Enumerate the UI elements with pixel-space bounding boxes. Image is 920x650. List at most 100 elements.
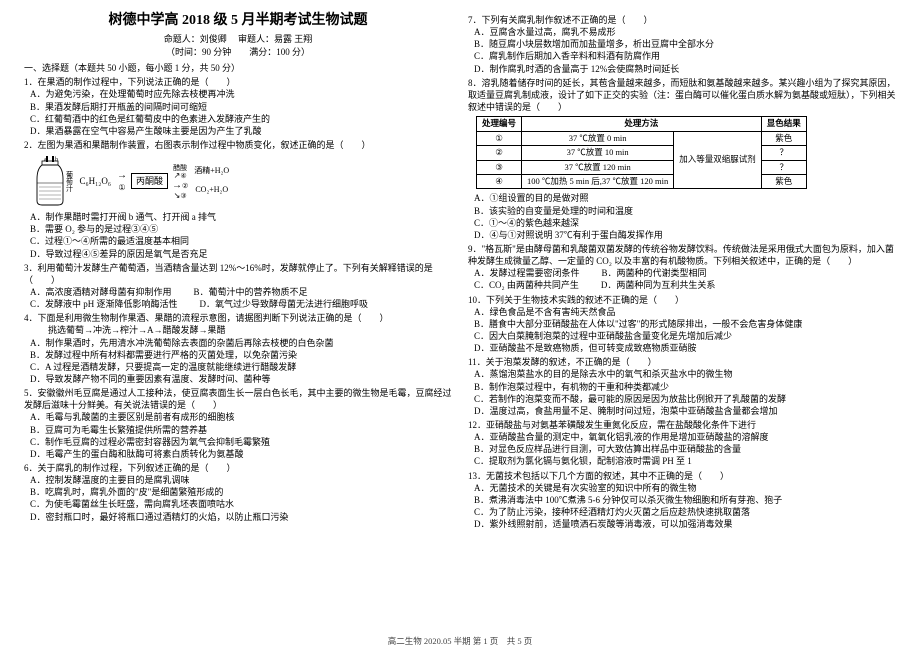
q5-b: B．豆腐可为毛霉生长繁殖提供所需的营养基 (30, 424, 452, 436)
q4-c: C．A 过程是酒精发酵，只要提高一定的温度就能继续进行醋酸发酵 (30, 361, 452, 373)
q10-b: B．膳食中大部分亚硝酸盐在人体以"过客"的形式随尿排出，一般不会危害身体健康 (474, 318, 896, 330)
q5-a: A．毛霉与乳酸菌的主要区别是前者有成形的细胞核 (30, 411, 452, 423)
q11-c: C．若制作的泡菜变而不酸，最可能的原因是因为放盐比例掀开了乳酸菌的发酵 (474, 393, 896, 405)
q2-a: A．制作果醋时需打开阀 b 通气、打开阀 a 排气 (30, 211, 452, 223)
q13-c: C．为了防止污染，接种环经酒精灯灼火灭菌之后应趁热快速挑取菌落 (474, 506, 896, 518)
q6-c: C．为使毛霉菌丝生长旺盛，需向腐乳坯表面喷咕水 (30, 498, 452, 510)
q13-d: D．紫外线照射前，适量喷洒石炭酸等消毒液，可以加强消毒效果 (474, 518, 896, 530)
r2c3: ？ (761, 146, 806, 160)
q11-a: A．蒸馏泡菜盐水的目的是除去水中的氧气和杀灭盐水中的微生物 (474, 368, 896, 380)
chem-flow: C₆H₁₂O₆ → ① 丙酮酸 醋酸 ↗④ →② ↘③ 酒精+H₂O CO₂+H… (77, 164, 231, 199)
ethanol: 酒精+H₂O (192, 166, 231, 177)
q7: 7．下列有关腐乳制作叙述不正确的是（ ） (468, 14, 896, 26)
section-1-head: 一、选择题（本题共 50 小题，每小题 1 分，共 50 分） (24, 62, 452, 74)
q3-d: D．氧气过少导致酵母菌无法进行细胞呼吸 (200, 298, 369, 310)
q8-b: B．该实验的自变量是处理的时间和温度 (474, 205, 896, 217)
q1: 1．在果酒的制作过程中，下列说法正确的是（ ） (24, 76, 452, 88)
q5-c: C．制作毛豆腐的过程必需密封容器因为氧气会抑制毛霉繁殖 (30, 436, 452, 448)
q9-c: C．CO₂ 由两菌种共同产生 (474, 279, 579, 291)
q11-b: B．制作泡菜过程中，有机物的干重和种类都减少 (474, 381, 896, 393)
svg-text:a: a (44, 157, 47, 163)
q4-d: D．导致发酵产物不同的重要因素有温度、发酵时间、菌种等 (30, 373, 452, 385)
arrow-down-3: ↘③ (174, 193, 187, 199)
q8-c: C．①～④的紫色越来越深 (474, 217, 896, 229)
q8-a: A．①组设置的目的是做对照 (474, 192, 896, 204)
q12-b: B．对显色反应样品进行目测，可大致估算出样品中亚硝酸盐的含量 (474, 443, 896, 455)
q6-a: A．控制发酵温度的主要目的是腐乳调味 (30, 474, 452, 486)
q6-b: B．吃腐乳时，腐乳外面的"皮"是细菌繁殖形成的 (30, 486, 452, 498)
r4c2: 100 ℃加热 5 min 后,37 ℃放置 120 min (522, 175, 674, 189)
svg-text:b: b (55, 157, 58, 163)
q3: 3．利用葡萄汁发酵生产葡萄酒，当酒精含量达到 12%～16%时，发酵就停止了。下… (24, 262, 452, 286)
q7-c: C．腐乳制作后期加入香辛料和料酒有防腐作用 (474, 50, 896, 62)
q2-d: D．导致过程④⑤差异的原因是氧气是否充足 (30, 248, 452, 260)
r1c2: 37 ℃放置 0 min (522, 131, 674, 145)
pyruvate: 丙酮酸 (131, 173, 168, 189)
th-3: 显色结果 (761, 117, 806, 131)
r3c2: 37 ℃放置 120 min (522, 160, 674, 174)
exam-title: 树德中学高 2018 级 5 月半期考试生物试题 (24, 12, 452, 31)
authors-line: 命题人：刘俊卿 审题人：易露 王翔 (24, 33, 452, 45)
q9-b: B．两菌种的代谢类型相同 (602, 267, 707, 279)
th-1: 处理编号 (477, 117, 522, 131)
q7-d: D．制作腐乳时酒的含量高于 12%会使腐熟时间延长 (474, 63, 896, 75)
q12: 12．亚硝酸盐与对氨基苯磺酸发生重氮化反应，需在盐酸酸化条件下进行 (468, 419, 896, 431)
glucose: C₆H₁₂O₆ (77, 175, 113, 187)
q7-a: A．豆腐含水量过高，腐乳不易成形 (474, 26, 896, 38)
q12-c: C．提取剂为氯化镉与氨化钡，配制溶液时需调 PH 至 1 (474, 455, 896, 467)
r1c1: ① (477, 131, 522, 145)
q9: 9．"格瓦斯"是由酵母菌和乳酸菌双菌发酵的传统谷物发酵饮料。传统做法是采用俄式大… (468, 243, 896, 267)
arrow-1: → (117, 169, 127, 183)
q13: 13．无菌技术包括以下几个方面的叙述，其中不正确的是（ ） (468, 470, 896, 482)
q8-table: 处理编号 处理方法 显色结果 ① 37 ℃放置 0 min 加入等量双缩脲试剂 … (476, 116, 807, 189)
r4c1: ④ (477, 175, 522, 189)
q11: 11．关于泡菜发酵的叙述，不正确的是（ ） (468, 356, 896, 368)
r2c1: ② (477, 146, 522, 160)
q3-a: A．高浓度酒精对酵母菌有抑制作用 (30, 286, 172, 298)
q10-c: C．因大白菜腌制泡菜的过程中亚硝酸盐含量变化是先增加后减少 (474, 330, 896, 342)
q13-a: A．无菌技术的关键是有次实验室的知识中所有的微生物 (474, 482, 896, 494)
page-footer: 高二生物 2020.05 半期 第 1 页 共 5 页 (0, 636, 920, 647)
q4-a: A．制作果酒时，先用清水冲洗葡萄除去表面的杂菌后再除去枝梗的白色杂菌 (30, 337, 452, 349)
circle-1: ① (118, 183, 125, 194)
time-line: （时间：90 分钟 满分：100 分） (24, 46, 452, 58)
q2: 2．左图为果酒和果醋制作装置，右图表示制作过程中物质变化，叙述正确的是（ ） (24, 139, 452, 151)
q1-a: A．为避免污染，在处理葡萄时应先除去枝梗再冲洗 (30, 88, 452, 100)
q10-d: D．亚硝酸盐不是致癌物质，但可转变成致癌物质亚硝胺 (474, 342, 896, 354)
co2h2o: CO₂+H₂O (193, 185, 230, 196)
r4c3: 紫色 (761, 175, 806, 189)
q5: 5．安徽徽州毛豆腐是通过人工接种法，使豆腐表面生长一层白色长毛，其中主要的微生物… (24, 387, 452, 411)
q2-b: B．需要 O₂ 参与的是过程③④⑤ (30, 223, 452, 235)
q5-d: D．毛霉产生的蛋白酶和肽酶可将素白质转化为氨基酸 (30, 448, 452, 460)
q8: 8．溶乳随着储存时间的延长，其苞含量越来越多，而短肽和氨基酸越来越多。某兴趣小组… (468, 77, 896, 113)
r3c1: ③ (477, 160, 522, 174)
q7-b: B．随豆腐小块层数增加而加盐量增多，析出豆腐中全部水分 (474, 38, 896, 50)
r3c3: ？ (761, 160, 806, 174)
right-column: 7．下列有关腐乳制作叙述不正确的是（ ） A．豆腐含水量过高，腐乳不易成形 B．… (460, 12, 904, 646)
q10: 10．下列关于生物技术实践的叙述不正确的是（ ） (468, 294, 896, 306)
q12-a: A．亚硝酸盐合量的测定中，氧氧化铝乳液的作用是增加亚硝酸盐的溶解度 (474, 431, 896, 443)
bottle-icon: a b (32, 155, 68, 207)
q3-c: C．发酵液中 pH 逐渐降低影响酶活性 (30, 298, 178, 310)
q1-b: B．果酒发酵后期打开瓶盖的间隔时间可缩短 (30, 101, 452, 113)
q10-a: A．绿色食品是不含有害纯天然食品 (474, 306, 896, 318)
r1c3: 紫色 (761, 131, 806, 145)
q2-diagram: a b 葡萄汁 C₆H₁₂O₆ → ① 丙酮酸 醋酸 ↗④ (32, 155, 452, 207)
q6: 6．关于腐乳的制作过程，下列叙述正确的是（ ） (24, 462, 452, 474)
left-column: 树德中学高 2018 级 5 月半期考试生物试题 命题人：刘俊卿 审题人：易露 … (16, 12, 460, 646)
r2c2: 37 ℃放置 10 min (522, 146, 674, 160)
q2-c: C．过程①～④所需的最适温度基本相同 (30, 235, 452, 247)
q13-b: B．煮沸消毒法中 100℃煮沸 5-6 分钟仅可以杀灭微生物细胞和所有芽孢、狍子 (474, 494, 896, 506)
q9-a: A．发酵过程需要密闭条件 (474, 267, 580, 279)
q1-c: C．红葡萄酒中的红色是红葡萄皮中的色素进入发酵液产生的 (30, 113, 452, 125)
th-2: 处理方法 (522, 117, 762, 131)
q8-d: D．④与①对照说明 37℃有利于蛋白酶发挥作用 (474, 229, 896, 241)
merge-cell: 加入等量双缩脲试剂 (674, 131, 762, 189)
q4-b: B．发酵过程中所有材料都需要进行严格的灭菌处理，以免杂菌污染 (30, 349, 452, 361)
q9-d: D．两菌种同为互利共生关系 (601, 279, 716, 291)
q3-b: B．葡萄汁中的营养物质不足 (194, 286, 308, 298)
q6-d: D．密封瓶口时，最好将瓶口通过酒精灯的火焰，以防止瓶口污染 (30, 511, 452, 523)
q4: 4．下面是利用微生物制作果酒、果醋的流程示意图，请据图判断下列说法正确的是（ ） (24, 312, 452, 324)
q1-d: D．果酒暴露在空气中容易产生酸味主要是因为产生了乳酸 (30, 125, 452, 137)
q11-d: D．温度过高，食盐用量不足、腌制时间过短，泡菜中亚硝酸盐含量都会增加 (474, 405, 896, 417)
